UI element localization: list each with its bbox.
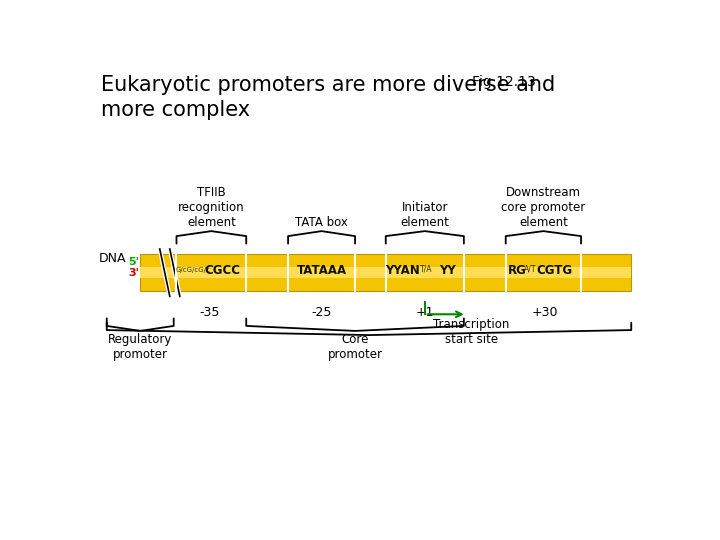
Text: A/T: A/T [524, 264, 536, 273]
Text: Core
promoter: Core promoter [328, 333, 382, 361]
Text: 5': 5' [128, 257, 139, 267]
Text: -25: -25 [311, 306, 332, 319]
Bar [140, 254, 631, 292]
Text: DNA: DNA [99, 252, 126, 265]
Text: TATA box: TATA box [295, 216, 348, 229]
Text: Regulatory
promoter: Regulatory promoter [108, 333, 172, 361]
Text: 3': 3' [128, 268, 139, 278]
Text: +30: +30 [531, 306, 558, 319]
Text: Initiator
element: Initiator element [400, 201, 449, 229]
Text: CGTG: CGTG [536, 264, 573, 276]
Text: RG: RG [508, 264, 526, 276]
Bar [140, 267, 631, 278]
Text: YYAN: YYAN [385, 264, 420, 276]
Text: TFIIB
recognition
element: TFIIB recognition element [178, 186, 245, 229]
Text: Eukaryotic promoters are more diverse and
more complex: Eukaryotic promoters are more diverse an… [101, 75, 555, 120]
Text: Fig 12.13: Fig 12.13 [472, 75, 536, 89]
Text: T/A: T/A [420, 264, 432, 273]
Text: TATAAA: TATAAA [297, 264, 346, 276]
Text: CGCC: CGCC [204, 264, 240, 276]
Text: -35: -35 [199, 306, 220, 319]
Text: YY: YY [438, 264, 456, 276]
Text: Downstream
core promoter
element: Downstream core promoter element [501, 186, 585, 229]
Text: +1: +1 [415, 306, 434, 319]
Text: Transcription
start site: Transcription start site [433, 318, 510, 346]
Text: G/cG/cG/c: G/cG/cG/c [176, 267, 211, 273]
